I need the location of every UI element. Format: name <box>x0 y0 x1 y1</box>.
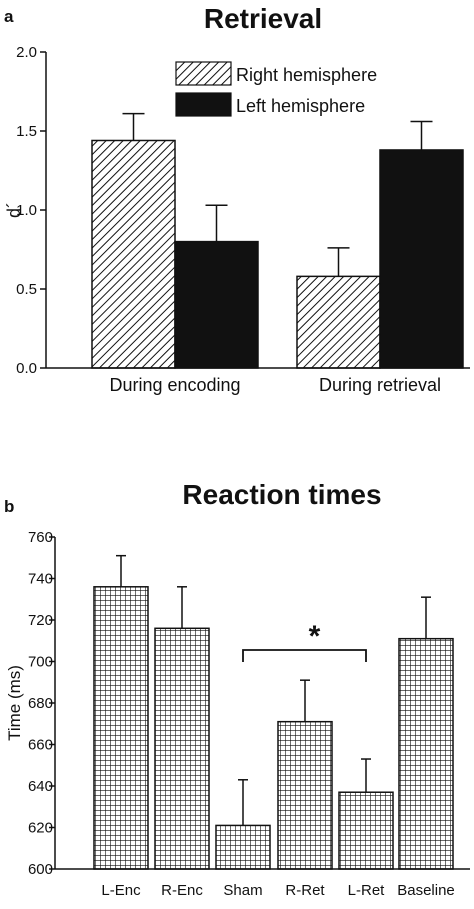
y-tick-label: 620 <box>28 820 53 837</box>
x-tick-label: L-Ret <box>348 882 386 899</box>
y-tick-label: 700 <box>28 654 53 671</box>
panel-b-label: b <box>4 497 14 516</box>
x-tick-label: L-Enc <box>101 882 141 899</box>
y-tick-label: 680 <box>28 695 53 712</box>
y-tick-label: 0.0 <box>16 360 37 377</box>
panel-a-label: a <box>4 7 14 26</box>
bar <box>296 275 381 369</box>
y-tick-label: 740 <box>28 571 53 588</box>
y-tick-label: 0.5 <box>16 281 37 298</box>
bar <box>215 824 271 870</box>
significance-bracket: * <box>242 620 367 662</box>
bar <box>338 791 394 870</box>
y-tick-label: 760 <box>28 529 53 546</box>
panel-b-title: Reaction times <box>182 479 381 510</box>
panel-a-y-axis-label: d´ <box>4 202 24 218</box>
y-tick-label: 2.0 <box>16 44 37 61</box>
x-tick-label: Sham <box>223 882 262 899</box>
bar <box>154 627 210 870</box>
legend-entry: Left hemisphere <box>236 96 365 116</box>
bar <box>91 139 176 369</box>
panel-a-retrieval: a Retrieval d´ 0.0 0.5 1.0 1.5 2.0 During en… <box>4 3 470 395</box>
bar <box>379 149 464 369</box>
panel-b-reaction-times: b Reaction times Time (ms) 600 620 640 660 6… <box>4 479 470 899</box>
bar <box>277 720 333 870</box>
bar <box>93 586 149 870</box>
legend-swatch <box>175 92 232 117</box>
significance-line <box>242 649 367 662</box>
y-tick-label: 1.0 <box>16 202 37 219</box>
x-tick-label: During encoding <box>109 375 240 395</box>
x-tick-label: R-Ret <box>285 882 325 899</box>
x-tick-label: R-Enc <box>161 882 203 899</box>
x-tick-label: Baseline <box>397 882 455 899</box>
y-tick-label: 1.5 <box>16 123 37 140</box>
panel-b-y-axis-label: Time (ms) <box>5 665 24 741</box>
y-tick-label: 660 <box>28 737 53 754</box>
panel-a-title: Retrieval <box>204 3 322 34</box>
legend-swatch <box>175 61 232 86</box>
y-tick-label: 600 <box>28 861 53 878</box>
x-tick-label: During retrieval <box>319 375 441 395</box>
y-tick-label: 720 <box>28 612 53 629</box>
panel-a-legend: Right hemisphere Left hemisphere <box>175 61 377 117</box>
bar <box>174 240 259 369</box>
bar <box>398 637 454 870</box>
significance-star: * <box>309 620 321 653</box>
y-tick-label: 640 <box>28 778 53 795</box>
legend-entry: Right hemisphere <box>236 65 377 85</box>
